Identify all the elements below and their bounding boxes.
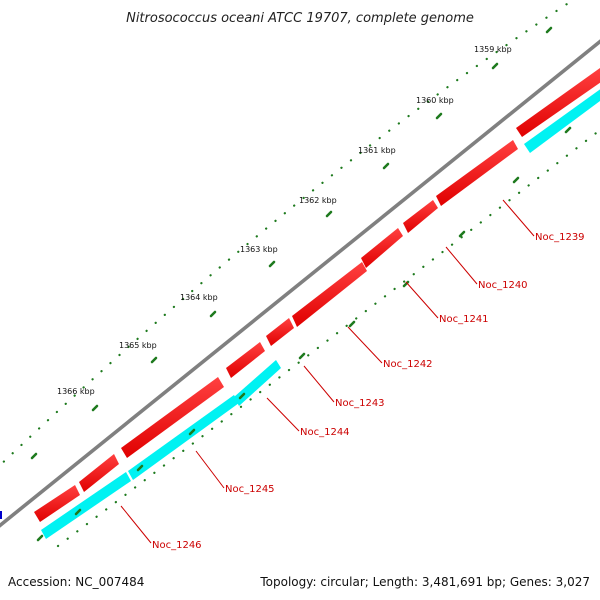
genome-summary-text: Topology: circular; Length: 3,481,691 bp…: [259, 575, 590, 589]
gene-label[interactable]: Noc_1243: [335, 398, 385, 409]
tick-label: 1362 kbp: [299, 196, 337, 205]
gene-label[interactable]: Noc_1242: [383, 359, 433, 370]
outer-tick-marks: [30, 26, 553, 460]
tick-label: 1366 kbp: [57, 387, 95, 396]
gene-feature-reverse[interactable]: [524, 88, 600, 153]
gene-feature-reverse[interactable]: [128, 395, 239, 480]
gene-feature-reverse[interactable]: [41, 472, 131, 539]
accession-text: Accession: NC_007484: [8, 575, 144, 589]
gene-label-leaders: [120, 199, 535, 544]
map-title: Nitrosococcus oceani ATCC 19707, complet…: [126, 11, 474, 26]
gene-feature-forward[interactable]: [292, 262, 367, 327]
gene-feature-forward[interactable]: [403, 200, 438, 233]
forward-strand-features: [34, 68, 600, 522]
gene-label[interactable]: Noc_1244: [300, 427, 350, 438]
genome-backbone: [0, 39, 600, 528]
inner-dotted-ring: [56, 128, 600, 548]
gene-feature-forward[interactable]: [266, 318, 294, 346]
tick-label: 1361 kbp: [358, 146, 396, 155]
tick-label: 1359 kbp: [474, 45, 512, 54]
gene-label[interactable]: Noc_1245: [225, 484, 275, 495]
gene-feature-reverse[interactable]: [234, 360, 281, 406]
gene-feature-forward[interactable]: [121, 377, 224, 458]
tick-label: 1360 kbp: [416, 96, 454, 105]
gene-feature-forward[interactable]: [516, 68, 600, 137]
gene-feature-forward[interactable]: [436, 140, 518, 206]
tick-label: 1364 kbp: [180, 293, 218, 302]
tick-label: 1365 kbp: [119, 341, 157, 350]
inner-tick-marks: [36, 126, 572, 542]
sequence-start-marker: [0, 511, 2, 519]
reverse-strand-features: [41, 88, 600, 539]
gene-label[interactable]: Noc_1246: [152, 540, 202, 551]
gene-feature-forward[interactable]: [226, 342, 265, 378]
gene-label[interactable]: Noc_1241: [439, 314, 489, 325]
gene-feature-forward[interactable]: [79, 454, 119, 492]
outer-dotted-ring: [0, 0, 572, 467]
gene-feature-forward[interactable]: [34, 485, 80, 522]
gene-label[interactable]: Noc_1239: [535, 232, 585, 243]
tick-label: 1363 kbp: [240, 245, 278, 254]
gene-label[interactable]: Noc_1240: [478, 280, 528, 291]
gene-feature-forward[interactable]: [361, 228, 403, 268]
